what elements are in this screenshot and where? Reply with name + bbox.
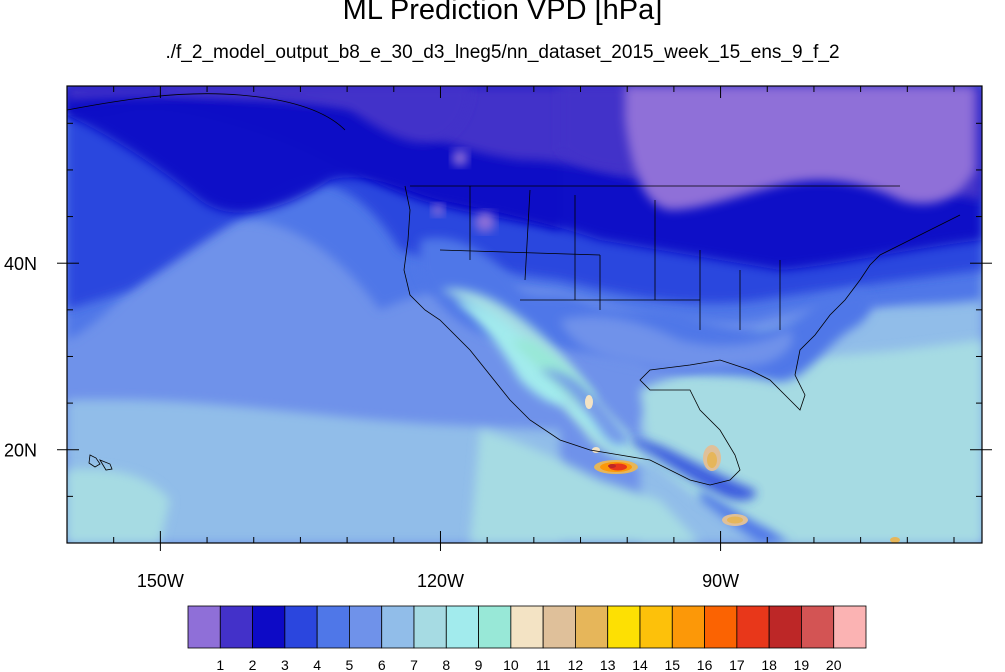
colorbar-swatch — [413, 605, 447, 649]
colorbar-label: 3 — [281, 657, 289, 672]
colorbar-swatch — [316, 605, 350, 649]
map-frame — [66, 85, 983, 544]
colorbar-swatch — [736, 605, 770, 649]
colorbar-label: 17 — [729, 657, 745, 672]
map-ticks: 150W 120W 90W 40N 20N — [4, 86, 992, 591]
colorbar-swatch — [445, 605, 479, 649]
lon-label: 90W — [702, 571, 739, 591]
colorbar-label: 12 — [568, 657, 584, 672]
colorbar-label: 20 — [826, 657, 842, 672]
colorbar-label: 8 — [442, 657, 450, 672]
colorbar-label: 9 — [475, 657, 483, 672]
colorbar-label: 15 — [664, 657, 680, 672]
map-title: ML Prediction VPD [hPa] — [342, 0, 663, 26]
colorbar-swatch — [510, 605, 544, 649]
map-subtitle: ./f_2_model_output_b8_e_30_d3_lneg5/nn_d… — [165, 42, 840, 63]
colorbar-swatch — [671, 605, 705, 649]
colorbar-swatch — [284, 605, 318, 649]
colorbar-label: 10 — [503, 657, 519, 672]
colorbar-label: 4 — [313, 657, 321, 672]
colorbar-swatch — [478, 605, 512, 649]
colorbar-label: 2 — [249, 657, 257, 672]
colorbar-label: 11 — [536, 657, 551, 672]
colorbar-swatch — [542, 605, 576, 649]
colorbar-label: 13 — [600, 657, 616, 672]
colorbar-label: 19 — [794, 657, 810, 672]
lat-label: 40N — [4, 254, 37, 274]
colorbar-label: 1 — [216, 657, 224, 672]
colorbar-swatch — [768, 605, 802, 649]
colorbar-label: 7 — [410, 657, 418, 672]
colorbar-swatch — [219, 605, 253, 649]
colorbar-label: 5 — [346, 657, 354, 672]
colorbar-label: 18 — [761, 657, 777, 672]
vpd-field — [67, 86, 982, 543]
colorbar-label: 6 — [378, 657, 386, 672]
colorbar-swatch — [381, 605, 415, 649]
lon-label: 150W — [137, 571, 184, 591]
colorbar-swatch — [607, 605, 641, 649]
coastlines — [67, 93, 961, 486]
colorbar-label: 14 — [632, 657, 648, 672]
colorbar-swatch — [704, 605, 738, 649]
colorbar-swatch — [639, 605, 673, 649]
colorbar-swatch — [801, 605, 835, 649]
lat-label: 20N — [4, 441, 37, 461]
colorbar-swatch — [349, 605, 383, 649]
colorbar: 1 2 3 4 5 6 7 8 9 10 11 12 13 14 15 16 17 18 19 20 — [187, 605, 867, 672]
colorbar-label: 16 — [697, 657, 713, 672]
colorbar-swatch — [833, 605, 867, 649]
lon-label: 120W — [417, 571, 464, 591]
colorbar-swatch — [252, 605, 286, 649]
colorbar-swatch — [187, 605, 221, 649]
colorbar-swatch — [575, 605, 609, 649]
